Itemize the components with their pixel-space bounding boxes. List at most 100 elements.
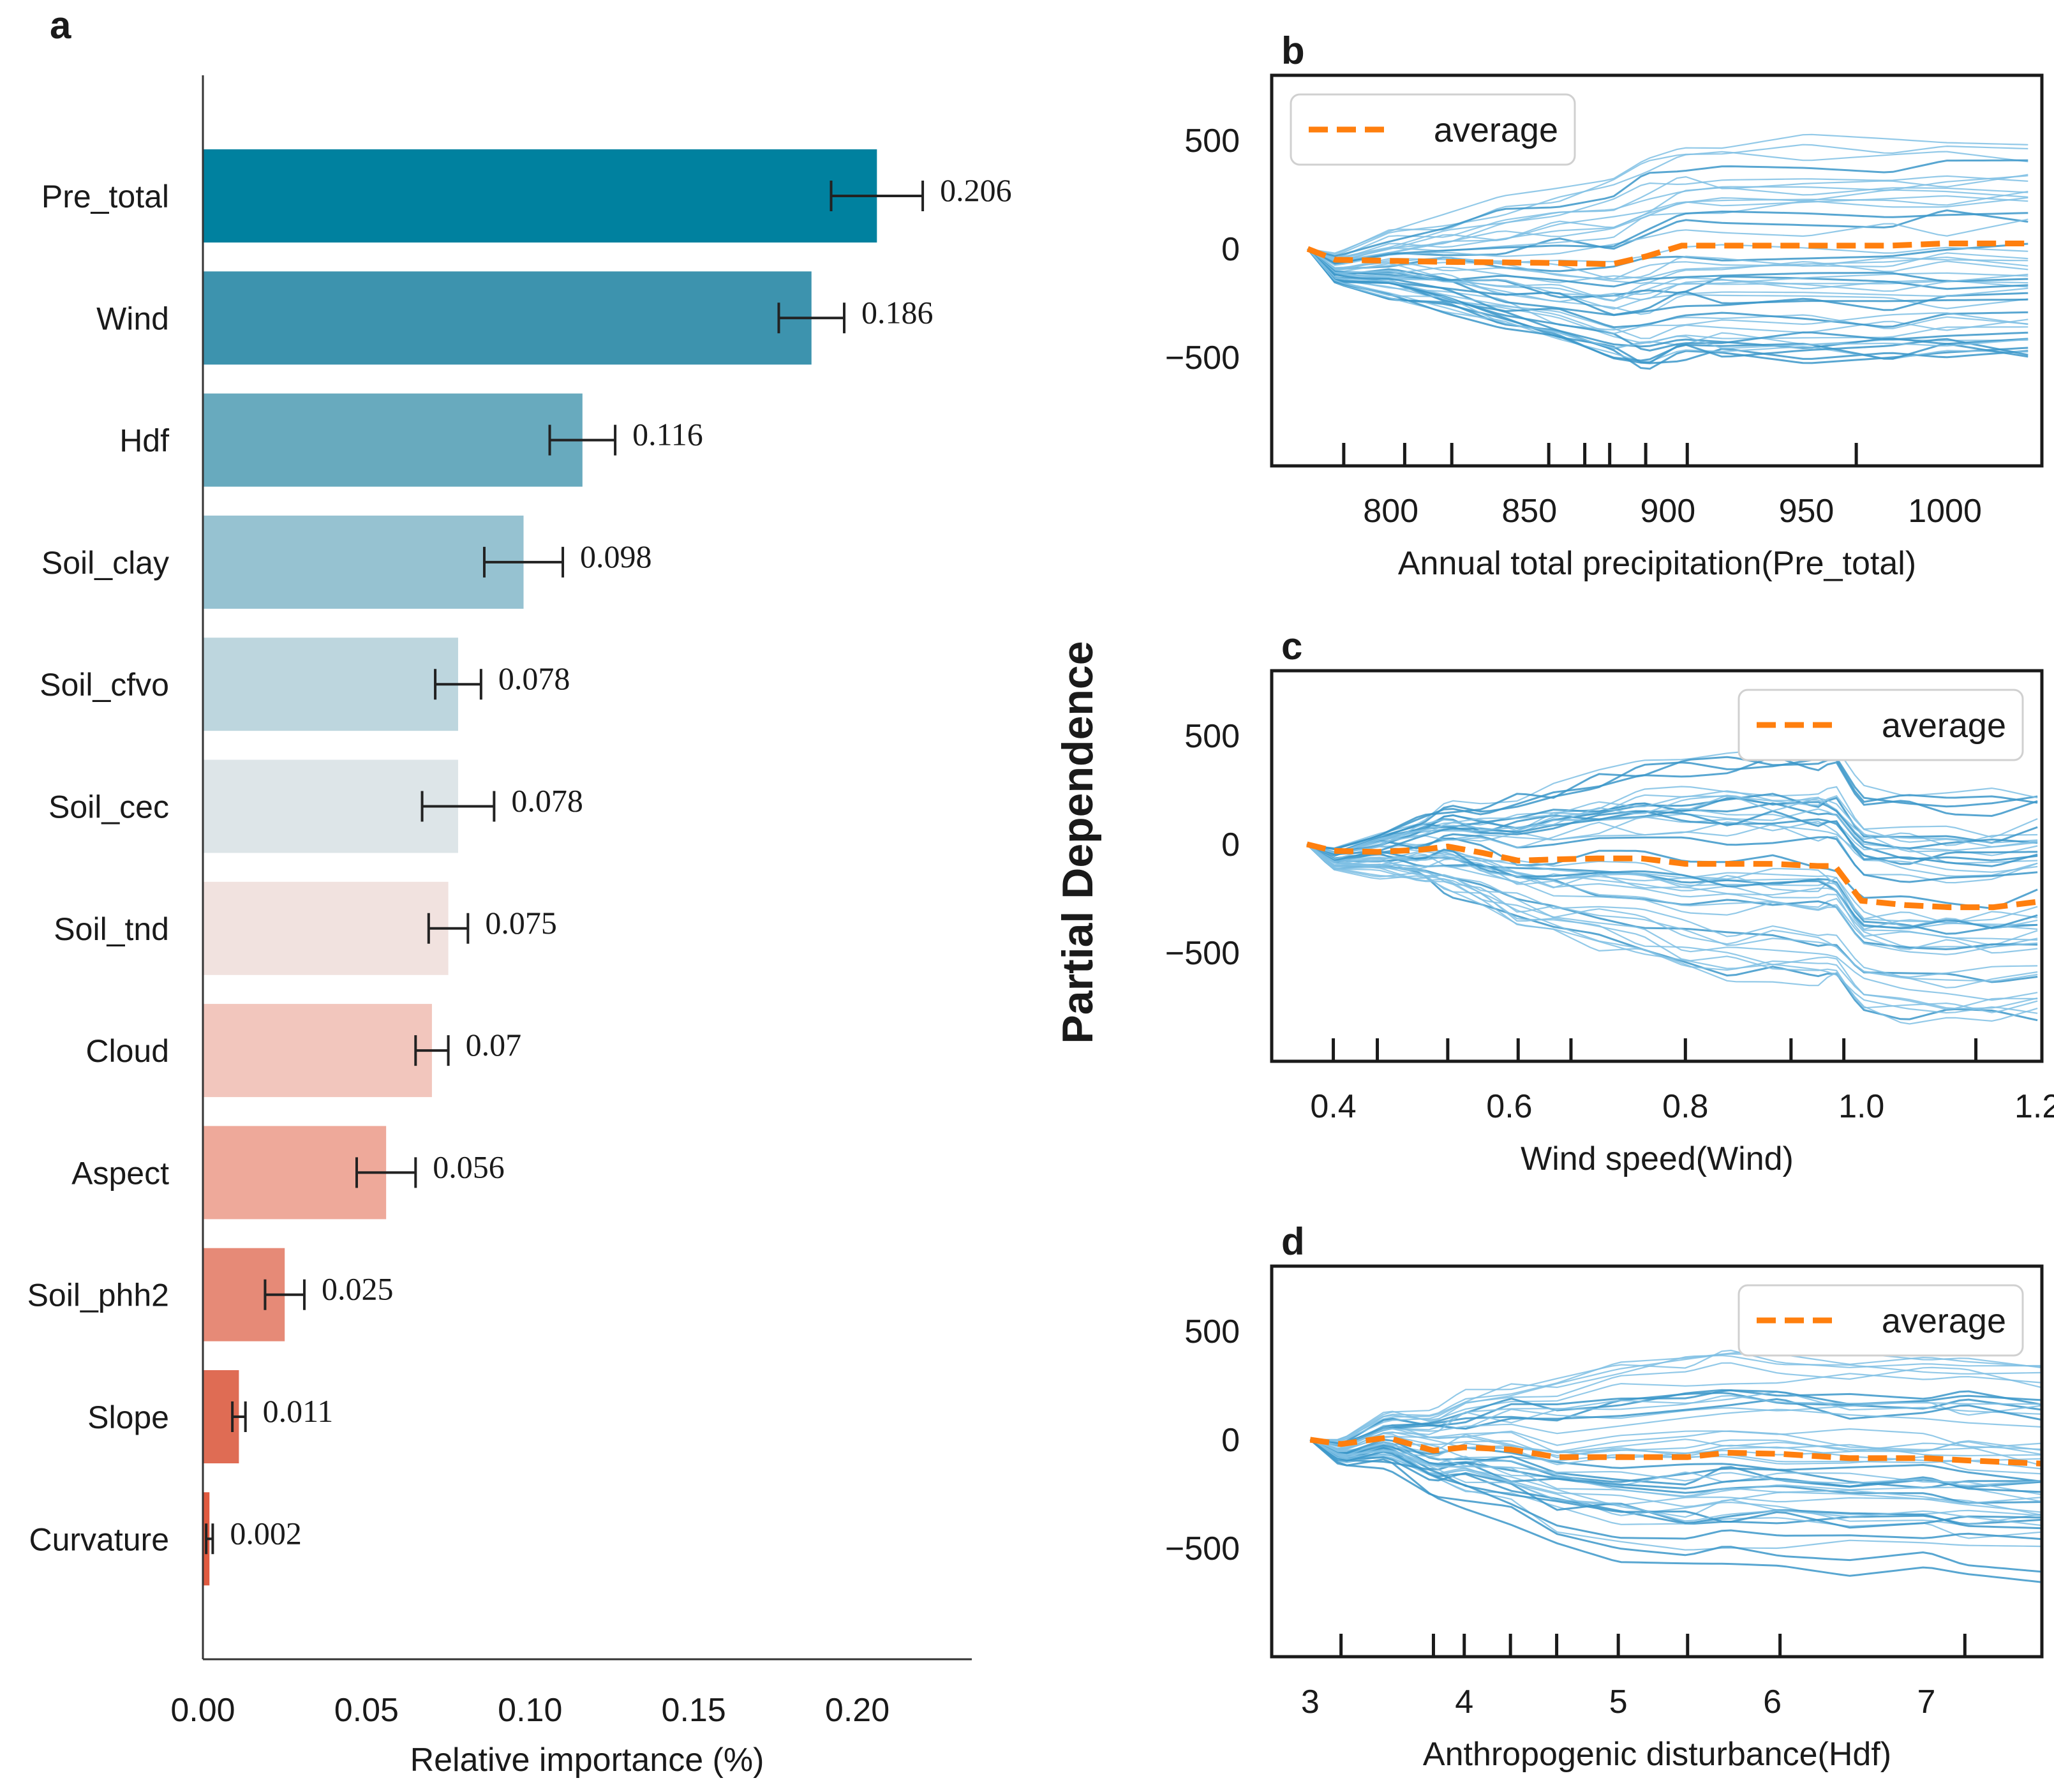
category-label: Soil_clay bbox=[41, 545, 169, 581]
value-label: 0.206 bbox=[940, 172, 1012, 208]
value-label: 0.078 bbox=[511, 783, 583, 819]
ice-line bbox=[1306, 837, 2038, 909]
plot-frame-3 bbox=[1270, 1264, 2044, 1659]
pdp-xtick-label: 1000 bbox=[1908, 493, 1982, 530]
ice-line bbox=[1306, 844, 2038, 982]
category-label: Wind bbox=[96, 301, 169, 336]
ice-line bbox=[1309, 1439, 2042, 1487]
legend-box bbox=[1738, 1284, 2024, 1357]
pdp-xtick-label: 950 bbox=[1779, 493, 1834, 530]
ice-line bbox=[1310, 1394, 2042, 1445]
ice-line bbox=[1309, 1439, 2042, 1525]
ice-line bbox=[1306, 844, 2038, 978]
bar-cloud bbox=[203, 1004, 432, 1098]
category-label: Hdf bbox=[119, 423, 169, 459]
pdp-d-xlabel: Anthropogenic disturbance(Hdf) bbox=[1423, 1736, 1891, 1773]
pdp-ytick-label: 500 bbox=[1184, 718, 1240, 755]
importance-xtick-label: 0.15 bbox=[662, 1692, 726, 1729]
pdp-ytick-label: −500 bbox=[1165, 1530, 1240, 1567]
value-label: 0.056 bbox=[433, 1149, 505, 1184]
value-label: 0.011 bbox=[263, 1393, 334, 1429]
importance-xlabel: Relative importance (%) bbox=[410, 1742, 764, 1779]
category-label: Pre_total bbox=[41, 179, 169, 214]
pdp-xtick-label: 0.8 bbox=[1662, 1088, 1708, 1125]
ice-curves-1 bbox=[1307, 133, 2028, 370]
ice-line bbox=[1306, 844, 2038, 941]
pdp-b-xlabel: Annual total precipitation(Pre_total) bbox=[1398, 545, 1916, 582]
ice-line bbox=[1307, 210, 2028, 264]
value-label: 0.07 bbox=[466, 1027, 522, 1063]
ice-line bbox=[1307, 248, 2028, 317]
ice-curves-2 bbox=[1306, 747, 2038, 1025]
ice-line bbox=[1306, 810, 2038, 867]
ice-line bbox=[1309, 1431, 2042, 1456]
ice-line bbox=[1306, 843, 2038, 983]
importance-xtick-label: 0.20 bbox=[825, 1692, 889, 1729]
ice-line bbox=[1307, 248, 2028, 302]
ice-line bbox=[1306, 793, 2038, 854]
ice-line bbox=[1307, 175, 2028, 260]
category-label: Soil_cec bbox=[48, 789, 169, 825]
pdp-xtick-label: 1.0 bbox=[1838, 1088, 1884, 1125]
panel-d-pdp-hdf: d Anthropogenic disturbance(Hdf) 500 0 −50… bbox=[1165, 1220, 2044, 1773]
ice-line bbox=[1306, 844, 2038, 955]
pdp-ytick-label: 0 bbox=[1221, 826, 1240, 863]
ice-line bbox=[1307, 248, 2028, 334]
ice-line bbox=[1307, 248, 2028, 349]
legend-label: average bbox=[1882, 706, 2006, 745]
value-label: 0.075 bbox=[485, 905, 557, 941]
importance-axes: 0.00 0.05 0.10 0.15 0.20 bbox=[170, 75, 972, 1729]
ice-line bbox=[1306, 844, 2038, 930]
ice-line bbox=[1307, 218, 2028, 266]
ice-line bbox=[1310, 1362, 2042, 1442]
pdp-ytick-label: −500 bbox=[1165, 935, 1240, 972]
legend-box bbox=[1738, 689, 2024, 761]
ice-line bbox=[1310, 1398, 2042, 1447]
ice-line bbox=[1307, 209, 2028, 265]
pdp-xtick-label: 7 bbox=[1917, 1684, 1935, 1721]
panel-letter-d: d bbox=[1281, 1220, 1305, 1263]
pdp-ytick-label: 0 bbox=[1221, 1422, 1240, 1459]
ice-line bbox=[1309, 1438, 2042, 1541]
ice-line bbox=[1309, 1438, 2042, 1530]
ice-line bbox=[1306, 843, 2038, 929]
bar-pre-total bbox=[203, 149, 877, 243]
ice-curves-3 bbox=[1309, 1348, 2042, 1583]
ice-line bbox=[1307, 248, 2028, 316]
pdp-xtick-label: 850 bbox=[1501, 493, 1557, 530]
legend-label: average bbox=[1882, 1302, 2006, 1340]
importance-xtick-label: 0.00 bbox=[170, 1692, 235, 1729]
ice-line bbox=[1309, 1439, 2042, 1504]
plot-frame-2 bbox=[1270, 669, 2044, 1063]
importance-bars: Pre_total 0.206 Wind 0.186 Hdf 0.116 Soil_clay… bbox=[27, 149, 1012, 1586]
panel-letter-a: a bbox=[50, 4, 71, 47]
ice-line bbox=[1310, 1373, 2042, 1443]
bar-soil-cec bbox=[203, 759, 458, 853]
pdp-ytick-label: 0 bbox=[1221, 231, 1240, 268]
pdp-xtick-label: 0.4 bbox=[1310, 1088, 1356, 1125]
ice-line bbox=[1307, 248, 2028, 310]
panel-letter-b: b bbox=[1281, 29, 1305, 72]
category-label: Curvature bbox=[29, 1521, 169, 1557]
ice-line bbox=[1306, 820, 2038, 873]
ice-line bbox=[1309, 1438, 2042, 1482]
value-label: 0.098 bbox=[580, 539, 652, 574]
pdp-xtick-label: 6 bbox=[1763, 1684, 1782, 1721]
ice-line bbox=[1307, 248, 2028, 283]
ice-line bbox=[1310, 1353, 2042, 1441]
ice-line bbox=[1309, 1438, 2042, 1573]
pdp-c-xlabel: Wind speed(Wind) bbox=[1521, 1140, 1794, 1177]
ice-line bbox=[1309, 1438, 2042, 1504]
ice-line bbox=[1307, 197, 2028, 263]
category-label: Soil_cfvo bbox=[40, 667, 169, 703]
ice-line bbox=[1307, 159, 2028, 258]
ice-line bbox=[1307, 248, 2028, 301]
shared-ylabel: Partial Dependence bbox=[1053, 641, 1102, 1043]
ice-line bbox=[1306, 844, 2038, 1014]
ice-line bbox=[1306, 756, 2038, 850]
bar-soil-cfvo bbox=[203, 638, 458, 731]
value-label: 0.116 bbox=[632, 417, 703, 452]
ice-line bbox=[1307, 151, 2028, 257]
ice-line bbox=[1306, 833, 2038, 883]
pdp-xtick-label: 4 bbox=[1455, 1684, 1473, 1721]
